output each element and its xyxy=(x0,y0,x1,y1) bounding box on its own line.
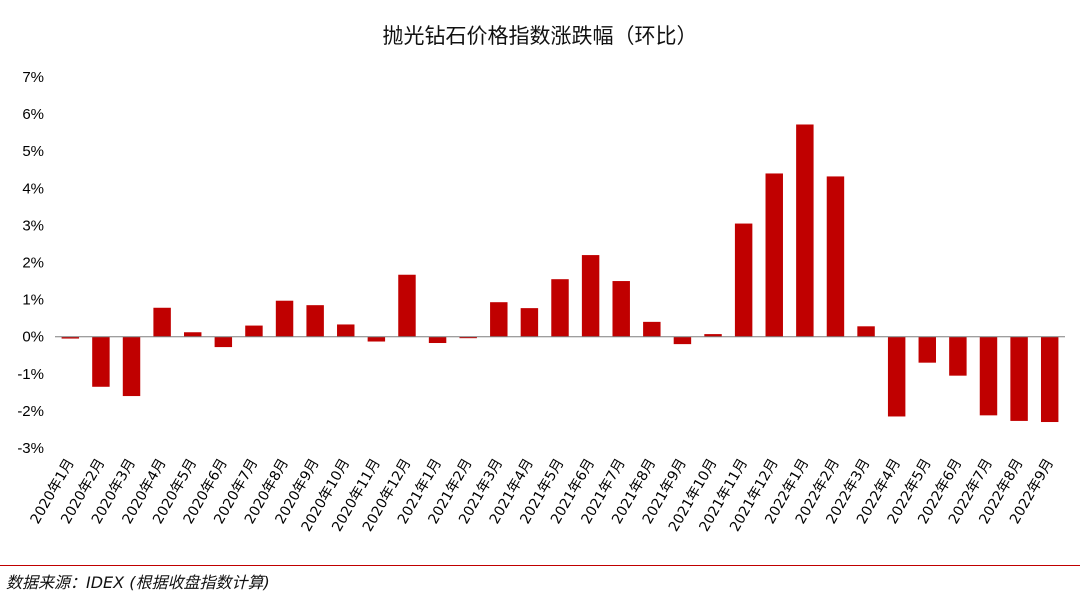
chart-title: 抛光钻石价格指数涨跌幅（环比） xyxy=(382,24,698,48)
bar xyxy=(765,173,783,337)
bar xyxy=(979,336,998,416)
bar xyxy=(122,336,141,397)
y-tick-label: 4% xyxy=(22,180,44,197)
bar xyxy=(949,336,967,376)
bar xyxy=(490,302,508,337)
bar xyxy=(704,334,722,337)
bar xyxy=(643,321,661,337)
bar xyxy=(184,332,202,337)
y-tick-label: -2% xyxy=(17,403,44,420)
bar xyxy=(61,336,80,339)
y-tick-label: 7% xyxy=(22,69,44,86)
y-axis-ticks: 7% 6% 5% 4% 3% 2% 1% 0% -1% -2% -3% xyxy=(17,69,44,457)
bar xyxy=(153,307,171,337)
bar-chart: 7% 6% 5% 4% 3% 2% 1% 0% -1% -2% -3% 2020年1月2020年2月… xyxy=(17,69,1065,535)
bar xyxy=(1040,336,1059,423)
y-tick-label: 1% xyxy=(22,292,44,309)
bar xyxy=(734,223,753,337)
bar xyxy=(857,326,875,337)
bar xyxy=(275,300,294,337)
bar xyxy=(306,305,324,337)
bar xyxy=(92,336,110,387)
bar xyxy=(245,325,263,337)
bar xyxy=(796,124,814,337)
bar xyxy=(398,274,416,337)
y-tick-label: 2% xyxy=(22,255,44,272)
bar xyxy=(918,336,936,363)
bar xyxy=(673,336,692,345)
y-tick-label: -3% xyxy=(17,440,44,457)
bar xyxy=(1010,336,1028,421)
bar xyxy=(826,176,845,337)
y-tick-label: 5% xyxy=(22,143,44,160)
bar xyxy=(337,324,355,337)
bars xyxy=(61,124,1059,423)
y-tick-label: 0% xyxy=(22,329,44,346)
y-tick-label: -1% xyxy=(17,366,44,383)
bar xyxy=(612,281,630,337)
bar xyxy=(367,336,386,342)
bar xyxy=(459,336,477,339)
y-tick-label: 3% xyxy=(22,217,44,234)
bar xyxy=(581,255,600,337)
bar xyxy=(520,308,539,337)
y-tick-label: 6% xyxy=(22,106,44,123)
bar xyxy=(428,336,447,344)
source-note: 数据来源：IDEX (根据收盘指数计算) xyxy=(6,573,270,592)
bar xyxy=(214,336,233,348)
x-axis-labels: 2020年1月2020年2月2020年3月2020年4月2020年5月2020年… xyxy=(28,456,1058,535)
bar xyxy=(551,279,569,337)
footer-divider xyxy=(0,565,1080,566)
bar xyxy=(887,336,906,417)
